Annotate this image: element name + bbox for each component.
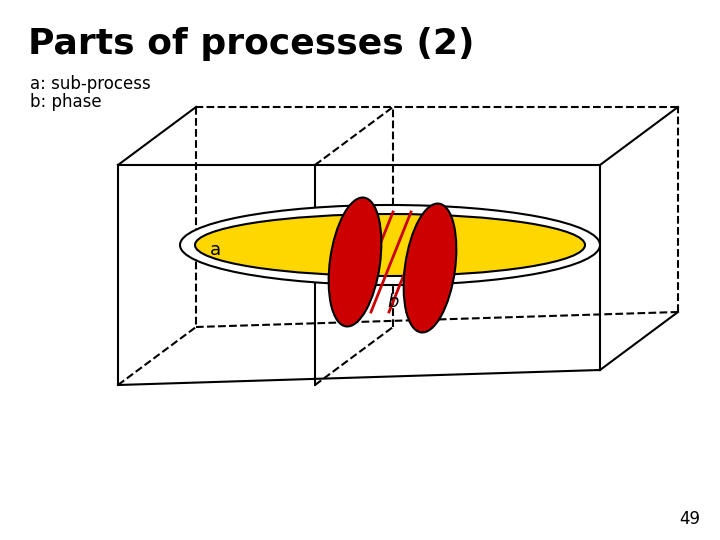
Ellipse shape — [404, 204, 456, 333]
Text: b: b — [387, 293, 399, 311]
Text: b: phase: b: phase — [30, 93, 102, 111]
Text: a: a — [210, 241, 220, 259]
Text: 49: 49 — [679, 510, 700, 528]
Text: a: sub-process: a: sub-process — [30, 75, 150, 93]
Ellipse shape — [180, 205, 600, 285]
Text: Parts of processes (2): Parts of processes (2) — [28, 27, 474, 61]
Ellipse shape — [195, 214, 585, 276]
Ellipse shape — [328, 198, 382, 327]
